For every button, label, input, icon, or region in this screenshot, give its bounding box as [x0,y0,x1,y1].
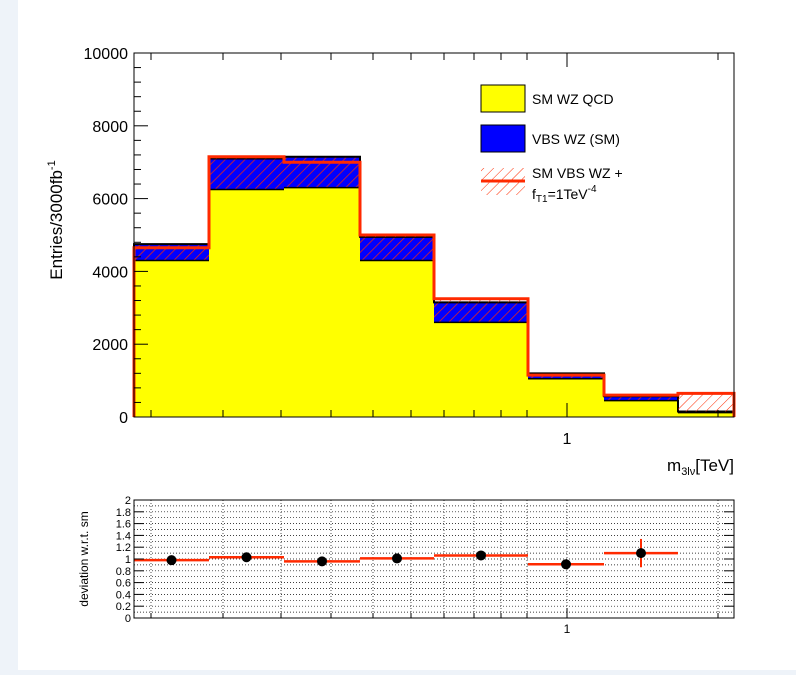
ratio-y-tick-label-6: 1.2 [116,542,131,554]
bar-vbs-wz-6 [604,396,678,401]
y-tick-label-4: 8000 [92,119,128,136]
ratio-point-5 [561,559,571,570]
bar-sm-wz-qcd-7 [678,412,734,417]
bar-vbs-wz-4 [434,302,528,323]
bar-sm-wz-qcd-5 [528,378,604,417]
ratio-point-2 [317,556,327,567]
signal-line [132,155,736,417]
bar-sm-wz-qcd-4 [434,322,528,417]
main-frame [133,52,735,418]
x-axis-ticks: 1 [150,53,719,448]
y-axis-ticks: 0 2000 4000 6000 8000 10000 [84,46,148,427]
legend-swatch-blue [480,124,526,153]
bar-sm-wz-qcd-3 [360,260,434,417]
legend-label-signal-line2: fT1=1TeV-4 [532,184,597,205]
ratio-point-4 [476,550,486,561]
y-tick-label-0: 0 [119,410,128,427]
ratio-y-axis-ticks: 00.20.40.60.811.21.41.61.82 [116,495,734,625]
ratio-y-tick-label-0: 0 [125,613,131,625]
signal-step-line [132,155,736,417]
ratio-point-1 [241,552,252,563]
legend-label-sm-wz-qcd: SM WZ QCD [532,91,614,107]
signal-excess-hatch-7 [678,393,734,412]
bar-vbs-wz-1 [209,158,284,190]
legend-item-vbs-wz-sm: VBS WZ (SM) [480,124,620,153]
ratio-y-tick-label-7: 1.4 [116,530,131,542]
figure-canvas: 0 2000 4000 6000 8000 10000 1 Entries/3000fb-… [18,0,796,670]
ratio-y-tick-label-4: 0.8 [116,566,131,578]
ratio-y-tick-label-9: 1.8 [116,507,131,519]
ratio-y-tick-label-8: 1.6 [116,519,131,531]
ratio-y-tick-label-5: 1 [125,554,131,566]
y-axis-label: Entries/3000fb-1 [46,160,66,279]
ratio-point-0 [166,555,177,566]
figure-svg: 0 2000 4000 6000 8000 10000 1 Entries/3000fb-… [46,46,736,636]
ratio-point-3 [392,553,402,564]
y-tick-label-1: 2000 [92,337,128,354]
legend-label-vbs-wz-sm: VBS WZ (SM) [532,131,620,147]
legend-item-signal: SM VBS WZ + fT1=1TeV-4 [481,165,623,205]
bar-sm-wz-qcd-0 [134,260,209,417]
y-tick-label-5: 10000 [84,46,129,63]
bar-sm-wz-qcd-1 [209,189,284,417]
ratio-panel: 00.20.40.60.811.21.41.61.82 1 deviation … [77,495,735,636]
main-histogram-panel: 0 2000 4000 6000 8000 10000 1 Entries/3000fb-… [46,46,736,478]
bar-sm-wz-qcd-2 [284,187,360,417]
ratio-points [166,538,646,570]
legend-swatch-yellow [480,84,526,113]
x-axis-label: m3lν[TeV] [667,456,734,478]
ratio-x-tick-label-1: 1 [564,622,571,636]
legend-item-sm-wz-qcd: SM WZ QCD [480,84,614,113]
ratio-y-tick-label-1: 0.2 [116,601,131,613]
ratio-x-axis-ticks: 1 [150,608,719,636]
ratio-y-axis-label: deviation w.r.t. sm [77,511,91,606]
y-tick-label-2: 4000 [92,264,128,281]
ratio-y-tick-label-3: 0.6 [116,578,131,590]
y-tick-label-3: 6000 [92,192,128,209]
legend: SM WZ QCD VBS WZ (SM) SM VBS WZ + fT1=1T… [480,84,623,205]
bar-sm-wz-qcd-6 [604,400,678,417]
ratio-y-tick-label-2: 0.4 [116,589,131,601]
ratio-point-6 [636,548,646,559]
legend-label-signal-line1: SM VBS WZ + [532,165,623,181]
bar-vbs-wz-3 [360,236,434,261]
x-tick-label-1: 1 [563,431,572,448]
signal-excess-hatch-4 [434,298,528,303]
ratio-y-tick-label-10: 2 [125,495,131,507]
